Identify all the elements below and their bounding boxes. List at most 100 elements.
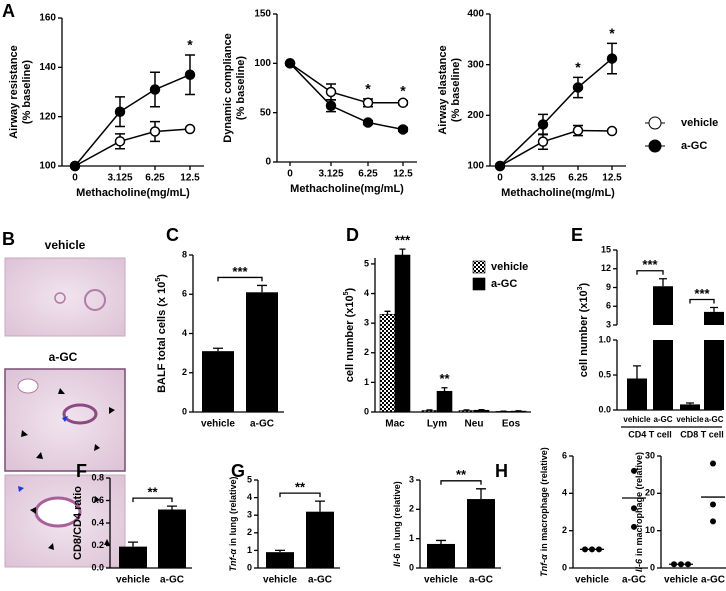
y-tick-label: 160 — [39, 13, 56, 24]
x-tick-label: a-GC — [701, 575, 725, 586]
x-tick-label: vehicle — [201, 419, 235, 430]
y-axis-label-text: CD8/CD4 ratio — [72, 486, 84, 560]
data-point — [397, 124, 409, 135]
y-axis-label-text: in macrophage (relative) — [539, 447, 549, 551]
error-bar — [476, 488, 486, 500]
error-bar — [686, 402, 694, 405]
series-line — [499, 129, 613, 167]
significance: *** — [232, 264, 248, 279]
significance-bracket — [440, 480, 482, 485]
data-point — [362, 117, 374, 128]
y-axis-label: Dynamic compliance — [222, 33, 234, 142]
data-point — [149, 126, 161, 137]
y-tick-label: 30 — [645, 450, 655, 460]
bar — [427, 543, 455, 568]
y-axis-label: (% baseline) — [21, 60, 33, 125]
y-tick-label: 4 — [364, 288, 369, 298]
y-axis-label-end: ) — [578, 282, 590, 286]
x-tick-label: vehicle — [263, 575, 297, 586]
error-bar — [659, 278, 667, 287]
data-point — [114, 136, 126, 147]
bar-upper — [653, 286, 673, 325]
y-tick-label: 0.2 — [91, 540, 104, 550]
image-title: a-GC — [49, 350, 78, 364]
y-tick-label: 9 — [606, 282, 611, 292]
error-bar — [257, 284, 267, 293]
y-tick-label: 0 — [247, 562, 252, 572]
data-point — [631, 467, 637, 474]
annotation: * — [187, 37, 193, 53]
bar — [467, 499, 495, 568]
error-bar — [436, 539, 446, 544]
bar — [379, 313, 396, 413]
y-tick-label: 0.8 — [91, 472, 104, 482]
data-point — [114, 106, 126, 117]
y-axis-label-sup: 3 — [577, 286, 584, 290]
y-tick-label: 0 — [364, 406, 369, 416]
data-point — [572, 125, 584, 136]
error-bar — [384, 310, 391, 315]
error-bar — [633, 365, 641, 379]
bar — [394, 254, 411, 413]
data-point — [325, 86, 337, 98]
y-tick-label: 0.0 — [598, 404, 611, 414]
annotation: *** — [395, 233, 411, 248]
arrowhead — [62, 416, 68, 422]
y-tick-label: 20 — [645, 488, 655, 498]
error-bar — [315, 500, 325, 512]
y-axis-label: Airway resistance — [8, 45, 20, 139]
x-tick-label: 3.125 — [107, 173, 132, 184]
x-tick-label: Neu — [465, 419, 484, 430]
image-title: vehicle — [45, 238, 86, 252]
x-tick-label: Eos — [502, 419, 521, 430]
y-tick-label: 4 — [562, 488, 567, 498]
series-line — [74, 128, 191, 167]
y-tick-label: 5 — [364, 258, 369, 268]
x-tick-label: vehicle — [575, 575, 609, 586]
legend-marker — [648, 116, 662, 130]
y-tick-label: 2 — [182, 367, 187, 377]
x-tick-label: 0 — [72, 173, 78, 184]
y-tick-label: 5 — [247, 474, 252, 484]
panel-letter: G — [231, 461, 245, 481]
y-axis-label-end: ) — [156, 274, 168, 278]
bar — [119, 546, 147, 568]
data-point — [494, 160, 506, 172]
y-axis-label-end: ) — [344, 287, 356, 291]
data-point — [69, 160, 81, 172]
data-point — [184, 69, 196, 80]
significance: *** — [642, 257, 658, 272]
x-axis-label: Methacholine(mg/mL) — [76, 187, 190, 199]
y-tick-label: 4 — [182, 328, 187, 338]
y-axis-label: Il-6 in macrophage (relative) — [634, 452, 644, 572]
x-tick-label: vehicle — [676, 415, 704, 424]
y-tick-label: 1 — [364, 377, 369, 387]
group-label: CD8 T cell — [680, 429, 724, 439]
y-axis-label: Tnf-α in macrophage (relative) — [539, 447, 549, 577]
x-tick-label: 3.125 — [318, 169, 343, 180]
bar-lower — [704, 340, 724, 410]
y-tick-label: 8 — [182, 249, 187, 259]
legend-label: vehicle — [491, 261, 528, 273]
y-tick-label: 2 — [562, 525, 567, 535]
data-point — [149, 84, 161, 95]
x-tick-label: a-GC — [308, 575, 332, 586]
significance-bracket — [217, 276, 263, 282]
annotation: * — [575, 59, 581, 75]
y-axis-label: Il-6 in lung (relative) — [392, 481, 402, 567]
data-point — [362, 97, 374, 109]
x-tick-label: vehicle — [424, 575, 458, 586]
y-axis-label: cell number (x105) — [343, 287, 356, 382]
y-tick-label: 0 — [182, 406, 187, 416]
y-tick-label: 0 — [562, 562, 567, 572]
data-point — [284, 58, 296, 69]
significance-bracket — [279, 492, 321, 498]
y-tick-label: 3 — [409, 474, 414, 484]
data-point — [710, 501, 716, 508]
y-axis-label-text: cell number (x10 — [344, 295, 356, 382]
y-axis-label-italic: Tnf-α — [539, 554, 549, 577]
x-axis-label: Methacholine(mg/mL) — [501, 187, 615, 199]
annotation: * — [365, 81, 371, 97]
y-tick-label: 100 — [467, 161, 484, 172]
series-line — [499, 58, 613, 167]
